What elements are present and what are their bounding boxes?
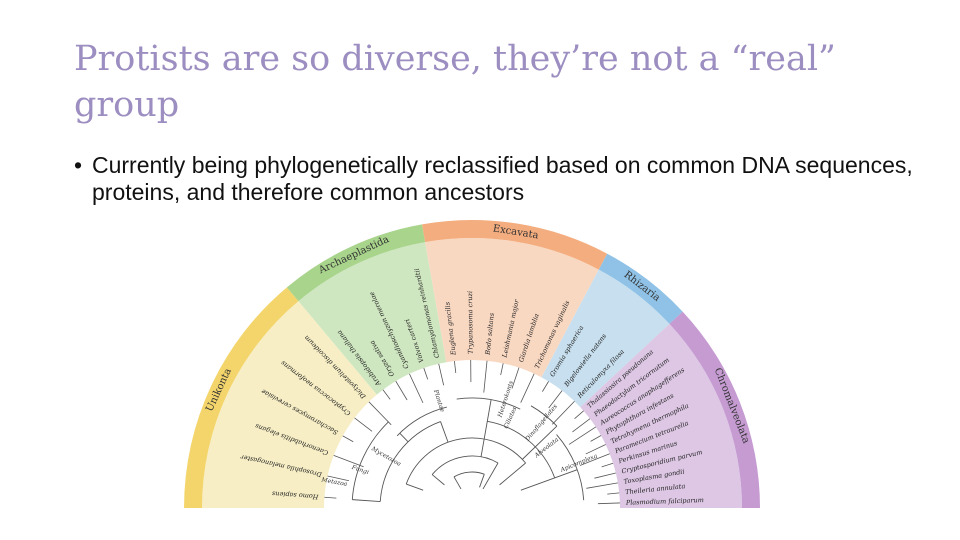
tree-arc	[453, 471, 485, 478]
clade-label: Apicomplexa	[559, 452, 599, 474]
bullet-text: Currently being phylogenetically reclass…	[92, 152, 913, 205]
tree-branch	[548, 390, 563, 409]
tree-branch	[440, 421, 449, 443]
species-label: Plasmodium falciparum	[625, 496, 704, 507]
tree-branch	[324, 496, 337, 499]
tree-arc	[379, 421, 441, 502]
tree-branch	[552, 400, 575, 425]
baseline-mask	[0, 508, 960, 540]
tree-branch	[483, 360, 488, 393]
tree-branch	[368, 401, 392, 426]
clade-label: Plantae	[432, 388, 446, 413]
group-region-chromalveolata	[580, 323, 742, 508]
clade-label: Metazoa	[320, 476, 348, 488]
tree-branch	[511, 367, 520, 389]
bullet-point: • Currently being phylogenetically recla…	[74, 152, 914, 206]
group-band-unikonta	[184, 287, 299, 508]
tree-branch	[431, 474, 445, 486]
tree-branch	[406, 483, 424, 491]
tree-branch	[499, 462, 526, 486]
tree-branch	[382, 389, 391, 400]
species-label: Trypanosoma cruzi	[466, 291, 475, 354]
tree-arc	[431, 455, 499, 475]
tree-branch	[342, 435, 354, 443]
tree-arc	[351, 421, 389, 500]
tree-arc	[405, 437, 526, 485]
tree-branch	[568, 426, 597, 445]
tree-branch	[409, 373, 424, 404]
tree-branch	[520, 373, 535, 403]
tree-branch	[586, 482, 618, 489]
tree-branch	[594, 472, 616, 479]
group-band-archaeplastida	[286, 224, 426, 302]
tree-branch	[542, 381, 549, 392]
tree-branch	[423, 367, 429, 380]
tree-arc	[396, 406, 447, 437]
tree-branch	[354, 417, 373, 432]
tree-branch	[479, 474, 485, 488]
tree-branch	[395, 380, 408, 401]
tree-branch	[482, 462, 499, 490]
tree-branch	[480, 399, 492, 457]
tree-branch	[327, 475, 350, 482]
tree-branch	[438, 363, 445, 386]
tree-arc	[487, 420, 556, 479]
tree-branch	[333, 454, 364, 468]
tree-branch	[352, 499, 381, 503]
tree-branch	[572, 418, 591, 433]
tree-arc	[530, 405, 558, 427]
tree-branch	[585, 444, 606, 455]
group-band-excavata	[421, 220, 608, 270]
group-region-rhizaria	[541, 269, 670, 408]
tree-branch	[607, 492, 620, 495]
group-region-excavata	[425, 238, 599, 378]
species-label: Homo sapiens	[271, 489, 320, 500]
tree-branch	[453, 476, 462, 490]
tree-branch	[522, 425, 558, 460]
bullet-marker: •	[74, 152, 83, 178]
tree-branch	[574, 410, 584, 419]
group-region-archaeplastida	[298, 242, 447, 395]
tree-branch	[601, 462, 614, 468]
tree-branch	[597, 502, 620, 505]
tree-arc	[456, 397, 521, 410]
group-band-chromalveolata	[669, 311, 760, 508]
slide-title: Protists are so diverse, they’re not a “…	[74, 39, 836, 125]
group-region-unikonta	[202, 301, 377, 508]
tree-branch	[453, 361, 457, 374]
group-band-rhizaria	[598, 253, 683, 324]
tree-branch	[399, 432, 409, 443]
tree-branch	[520, 469, 578, 491]
tree-branch	[590, 435, 602, 442]
tree-branch	[579, 453, 610, 466]
tree-arc	[556, 434, 585, 501]
clade-label: Fungi	[350, 464, 370, 476]
clade-label: Mycetozoa	[369, 445, 402, 468]
tree-branch	[500, 363, 504, 376]
